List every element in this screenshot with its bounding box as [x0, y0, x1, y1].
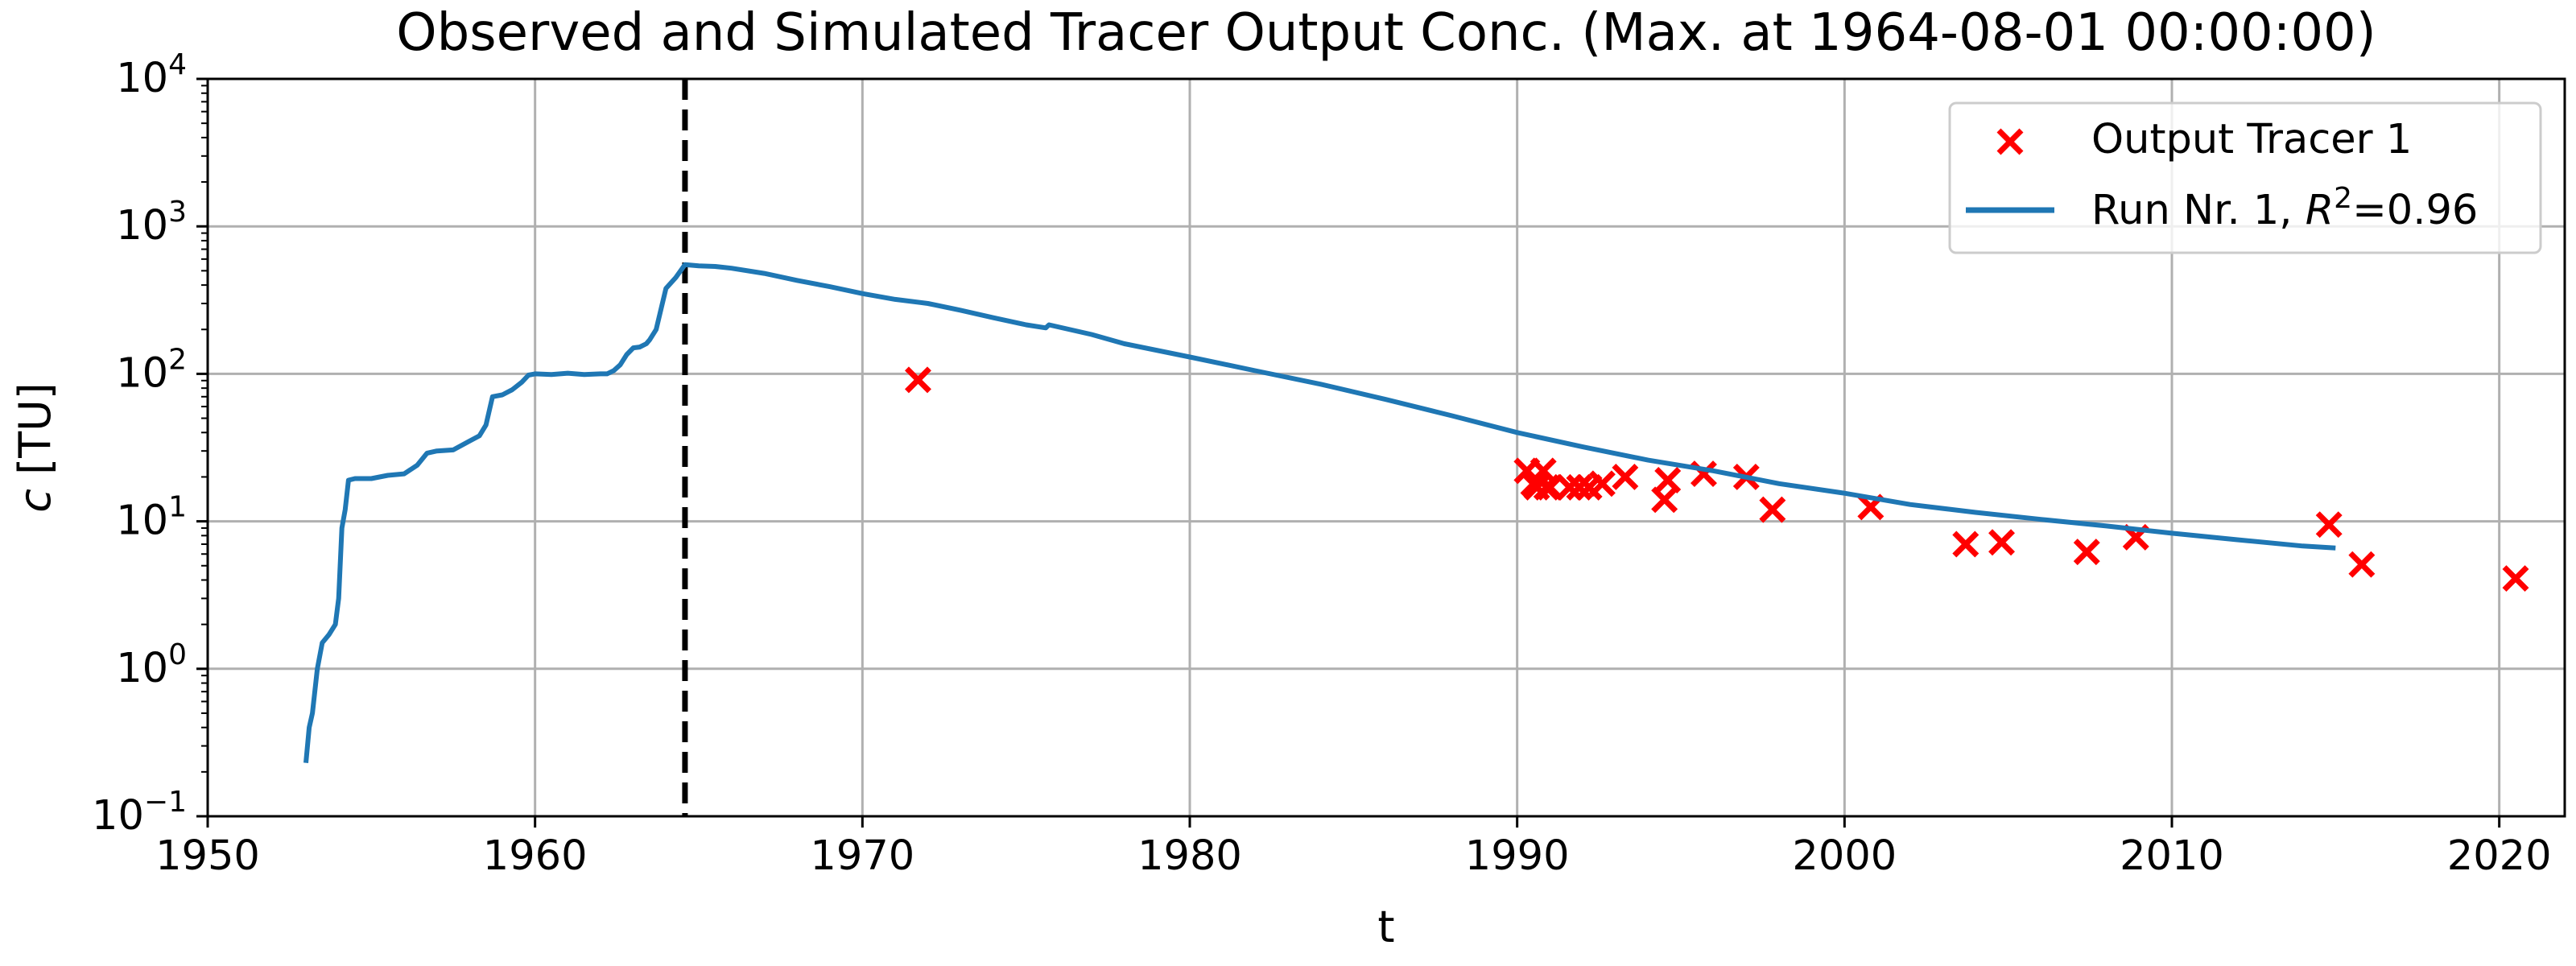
- y-tick-label: 102: [116, 343, 187, 397]
- x-tick-label: 1950: [155, 832, 260, 880]
- x-axis-label: t: [1377, 902, 1394, 952]
- legend-x-marker: [1996, 128, 2024, 155]
- legend-box: [1948, 101, 2542, 254]
- y-tick-label: 100: [116, 638, 187, 692]
- observed-point: [2073, 539, 2100, 566]
- y-tick-label: 103: [116, 196, 187, 250]
- legend-label-output-tracer: Output Tracer 1: [2091, 116, 2412, 163]
- observed-point: [1988, 529, 2016, 556]
- observed-point: [1759, 496, 1786, 523]
- y-axis-label: c [TU]: [10, 382, 60, 513]
- simulated-concentration-line: [303, 262, 2336, 763]
- observed-point: [1536, 473, 1563, 501]
- x-tick-label: 2010: [2120, 832, 2224, 880]
- chart-title: Observed and Simulated Tracer Output Con…: [396, 3, 2376, 63]
- legend-marker-output-tracer: [1996, 128, 2024, 155]
- observed-point: [1556, 473, 1583, 501]
- observed-point: [2348, 551, 2376, 578]
- y-tick-label: 104: [116, 48, 187, 102]
- y-tick-label: 10−1: [92, 786, 187, 840]
- x-tick-label: 2000: [1792, 832, 1897, 880]
- x-tick-label: 2020: [2447, 832, 2552, 880]
- observed-point: [1612, 463, 1639, 490]
- observed-point: [2502, 565, 2529, 592]
- observed-point: [2315, 511, 2343, 539]
- y-axis: 10−1 100 101 102 103 104: [92, 48, 208, 840]
- observed-point: [1651, 486, 1678, 514]
- y-tick-label: 101: [116, 491, 187, 545]
- observed-point: [1654, 467, 1682, 494]
- observed-point: [1566, 473, 1593, 501]
- x-tick-label: 1970: [810, 832, 914, 880]
- legend: Output Tracer 1 Run Nr. 1, R2=0.96: [1948, 101, 2542, 254]
- observed-point: [1952, 530, 1979, 558]
- plot-frame: [206, 77, 2566, 818]
- x-tick-label: 1990: [1465, 832, 1570, 880]
- observed-point: [1588, 470, 1616, 497]
- x-axis: 1950 1960 1970 1980 1990 2000 2010 2020: [155, 816, 2552, 880]
- x-tick-label: 1960: [483, 832, 588, 880]
- legend-label-run: Run Nr. 1, R2=0.96: [2091, 182, 2478, 234]
- series-layer: [303, 262, 2529, 763]
- x-tick-label: 1980: [1137, 832, 1242, 880]
- observed-point: [904, 366, 931, 394]
